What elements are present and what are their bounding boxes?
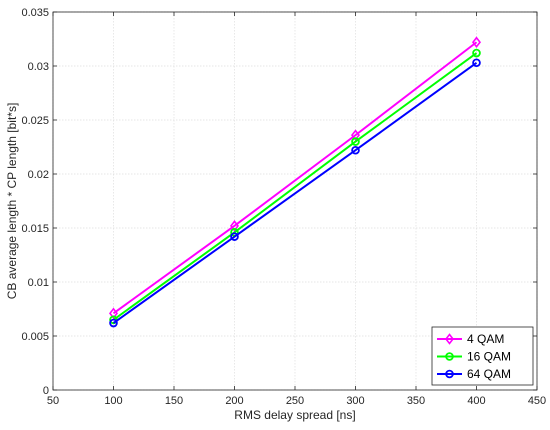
- data-point: [230, 232, 239, 241]
- legend-marker: [445, 352, 454, 361]
- y-tick-label: 0: [43, 385, 49, 397]
- x-tick-label: 100: [104, 395, 122, 407]
- y-tick-label: 0.02: [28, 169, 49, 181]
- data-point: [351, 137, 360, 146]
- data-point: [471, 36, 482, 49]
- y-tick-label: 0.005: [21, 331, 49, 343]
- y-tick-label: 0.015: [21, 223, 49, 235]
- data-point: [350, 129, 361, 141]
- x-axis-label: RMS delay spread [ns]: [234, 408, 355, 422]
- legend-marker: [444, 333, 455, 345]
- tick-layer: 50 100 150 200 250 300 350 400 450 0 0.005 0.01 0.01…: [21, 7, 546, 407]
- data-point: [229, 220, 240, 232]
- data-point: [109, 318, 118, 328]
- x-tick-label: 400: [467, 395, 485, 407]
- x-tick-label: 250: [286, 395, 304, 407]
- data-point: [351, 145, 360, 155]
- legend-label: 16 QAM: [467, 350, 511, 364]
- series-line: [112, 61, 478, 324]
- series-64-qam: [109, 58, 481, 328]
- legend-item: 16 QAM: [437, 350, 511, 364]
- legend-item: 4 QAM: [437, 332, 504, 346]
- legend: 4 QAM 16 QAM 64 QAM: [431, 326, 534, 386]
- y-axis-label: CB average length * CP length [bit*s]: [5, 103, 19, 300]
- data-point: [472, 58, 481, 68]
- legend-label: 4 QAM: [467, 332, 504, 346]
- y-tick-label: 0.035: [21, 7, 49, 19]
- legend-item: 64 QAM: [437, 367, 511, 381]
- series-layer: [108, 36, 482, 328]
- data-point: [108, 307, 119, 320]
- x-tick-label: 450: [528, 395, 546, 407]
- series-line: [112, 41, 478, 315]
- x-tick-label: 50: [47, 395, 59, 407]
- series-4-qam: [108, 36, 482, 320]
- x-tick-label: 150: [165, 395, 183, 407]
- x-tick-label: 200: [225, 395, 243, 407]
- series-line: [112, 52, 478, 321]
- legend-marker: [445, 369, 454, 379]
- legend-label: 64 QAM: [467, 367, 511, 381]
- y-tick-label: 0.03: [28, 61, 49, 73]
- y-tick-label: 0.025: [21, 115, 49, 127]
- data-point: [472, 48, 481, 58]
- x-tick-label: 350: [407, 395, 425, 407]
- x-tick-label: 300: [346, 395, 364, 407]
- y-tick-label: 0.01: [28, 277, 49, 289]
